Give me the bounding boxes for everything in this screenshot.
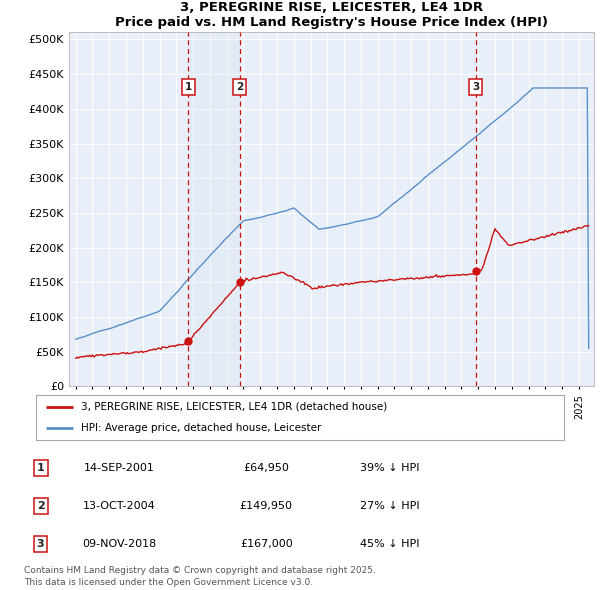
Text: 1: 1 xyxy=(37,463,44,473)
Text: 2: 2 xyxy=(236,81,244,91)
Text: 2: 2 xyxy=(37,501,44,511)
Text: £167,000: £167,000 xyxy=(240,539,293,549)
Text: 3: 3 xyxy=(37,539,44,549)
Text: £64,950: £64,950 xyxy=(243,463,289,473)
Text: £149,950: £149,950 xyxy=(239,501,293,511)
Text: Contains HM Land Registry data © Crown copyright and database right 2025.
This d: Contains HM Land Registry data © Crown c… xyxy=(24,566,376,587)
Text: 09-NOV-2018: 09-NOV-2018 xyxy=(82,539,157,549)
Text: 39% ↓ HPI: 39% ↓ HPI xyxy=(361,463,420,473)
Text: 3, PEREGRINE RISE, LEICESTER, LE4 1DR (detached house): 3, PEREGRINE RISE, LEICESTER, LE4 1DR (d… xyxy=(81,402,387,412)
Text: 3: 3 xyxy=(472,81,479,91)
Text: 27% ↓ HPI: 27% ↓ HPI xyxy=(361,501,420,511)
Text: 1: 1 xyxy=(185,81,192,91)
Text: HPI: Average price, detached house, Leicester: HPI: Average price, detached house, Leic… xyxy=(81,423,321,433)
Bar xyxy=(188,32,240,386)
Title: 3, PEREGRINE RISE, LEICESTER, LE4 1DR
Price paid vs. HM Land Registry's House Pr: 3, PEREGRINE RISE, LEICESTER, LE4 1DR Pr… xyxy=(115,1,548,28)
Text: 14-SEP-2001: 14-SEP-2001 xyxy=(84,463,155,473)
Text: 45% ↓ HPI: 45% ↓ HPI xyxy=(361,539,420,549)
Text: 13-OCT-2004: 13-OCT-2004 xyxy=(83,501,156,511)
